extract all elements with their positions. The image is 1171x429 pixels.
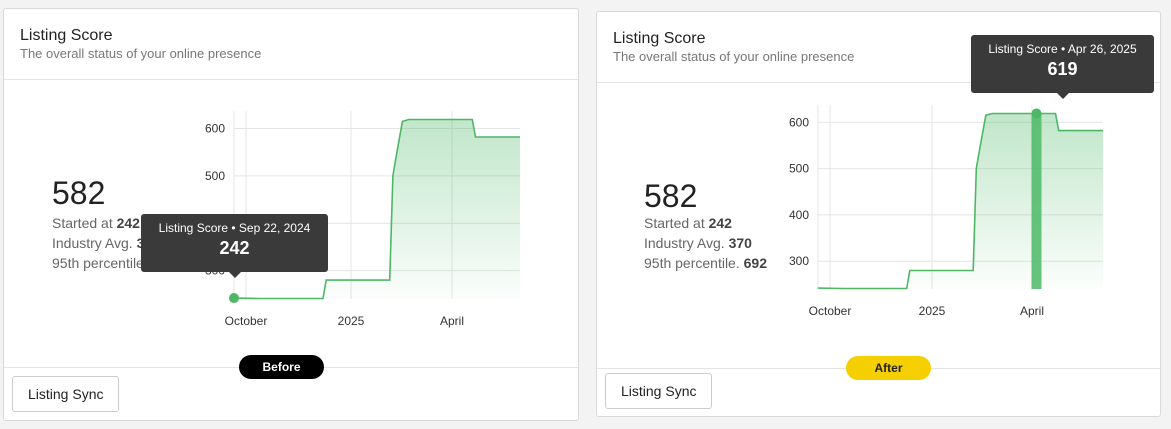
hover-point[interactable] (229, 293, 239, 304)
x-tick-label: April (440, 314, 464, 328)
y-tick-label: 500 (789, 162, 809, 176)
started-at-stat: Started at 242 (644, 215, 732, 231)
card-title: Listing Score (613, 30, 706, 47)
y-tick-label: 500 (205, 169, 225, 183)
industry-avg-label: Industry Avg. (52, 235, 133, 251)
tooltip-value: 619 (1047, 59, 1078, 79)
x-tick-label: 2025 (919, 304, 946, 318)
tooltip-label: Listing Score • Apr 26, 2025 (988, 42, 1137, 56)
industry-avg-label: Industry Avg. (644, 235, 725, 251)
series-area (234, 119, 520, 299)
tooltip-value: 242 (219, 238, 250, 258)
started-at-value: 242 (708, 215, 732, 231)
started-at-label: Started at (644, 215, 705, 231)
percentile-label: 95th percentile. (52, 255, 148, 271)
listing-sync-button[interactable]: Listing Sync (605, 373, 713, 409)
percentile-label: 95th percentile. (644, 255, 740, 271)
x-tick-label: 2025 (338, 314, 365, 328)
before-badge: Before (239, 355, 324, 379)
tooltip-arrow (228, 272, 241, 278)
current-score: 582 (52, 175, 106, 211)
hover-point[interactable] (1031, 108, 1042, 119)
hover-highlight-bar (1031, 113, 1042, 289)
x-tick-label: April (1020, 304, 1044, 318)
after-badge: After (846, 356, 931, 380)
x-tick-label: October (809, 304, 852, 318)
card-header: Listing Score The overall status of your… (597, 12, 1160, 83)
series-line[interactable] (233, 118, 520, 300)
y-tick-label: 300 (789, 254, 809, 268)
started-at-label: Started at (52, 215, 113, 231)
listing-sync-button[interactable]: Listing Sync (12, 376, 120, 412)
series-line[interactable] (817, 112, 1103, 290)
listing-score-card-before: Listing Score The overall status of your… (3, 8, 579, 421)
industry-avg-value: 370 (728, 235, 752, 251)
percentile-stat: 95th percentile. 692 (644, 255, 767, 271)
card-header: Listing Score The overall status of your… (4, 9, 578, 80)
chart-tooltip: Listing Score • Apr 26, 2025 619 (971, 35, 1154, 99)
card-title: Listing Score (20, 27, 113, 44)
started-at-stat: Started at 242 (52, 215, 140, 231)
series-area (818, 113, 1103, 289)
tooltip-arrow (1056, 93, 1069, 99)
card-subtitle: The overall status of your online presen… (613, 49, 855, 64)
percentile-value: 692 (743, 255, 767, 271)
y-tick-label: 600 (789, 115, 809, 129)
listing-score-chart[interactable]: 600 500 400 300 October 2025 April (775, 97, 1115, 332)
tooltip-label: Listing Score • Sep 22, 2024 (158, 221, 311, 235)
card-subtitle: The overall status of your online presen… (20, 46, 262, 61)
x-tick-label: October (225, 314, 268, 328)
listing-score-card-after: Listing Score The overall status of your… (596, 11, 1161, 417)
current-score: 582 (644, 178, 698, 214)
industry-avg-stat: Industry Avg. 370 (644, 235, 752, 251)
y-tick-label: 400 (789, 208, 809, 222)
y-tick-label: 600 (205, 121, 225, 135)
chart-tooltip: Listing Score • Sep 22, 2024 242 (141, 214, 328, 278)
started-at-value: 242 (116, 215, 140, 231)
